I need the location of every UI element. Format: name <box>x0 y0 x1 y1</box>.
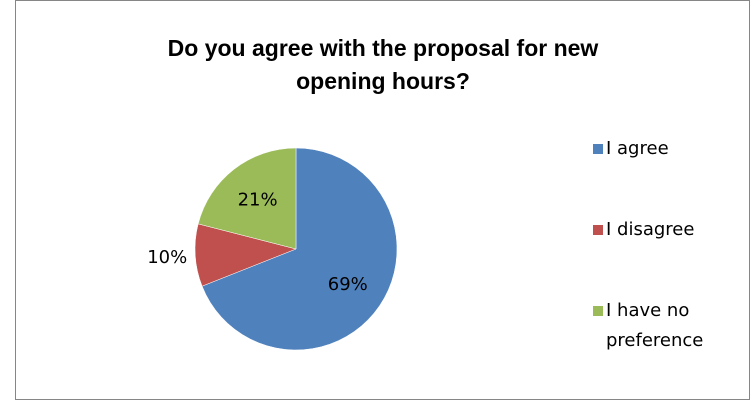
pie-slices <box>194 147 398 351</box>
legend-label-i-disagree: I disagree <box>606 219 694 240</box>
legend: I agree I disagree I have no preference <box>593 138 703 351</box>
pie-slice-i-have-no-preference <box>197 147 297 250</box>
chart-title-line-2: opening hours? <box>296 68 470 94</box>
data-label-i-agree: 69% <box>328 274 368 295</box>
pie-slice-i-agree <box>201 147 398 351</box>
data-label-i-have-no-preference: 21% <box>238 190 278 211</box>
legend-swatch-i-have-no-preference <box>593 306 603 316</box>
legend-label-i-have-no-preference-line-1: I have no <box>606 300 689 321</box>
data-label-i-disagree: 10% <box>147 247 187 268</box>
legend-swatch-i-agree <box>593 144 603 154</box>
chart-title-line-1: Do you agree with the proposal for new <box>168 35 599 61</box>
pie-data-labels: 69% 10% 21% <box>147 190 368 296</box>
legend-swatch-i-disagree <box>593 225 603 235</box>
legend-label-i-have-no-preference-line-2: preference <box>606 330 703 351</box>
legend-label-i-agree: I agree <box>606 138 669 159</box>
